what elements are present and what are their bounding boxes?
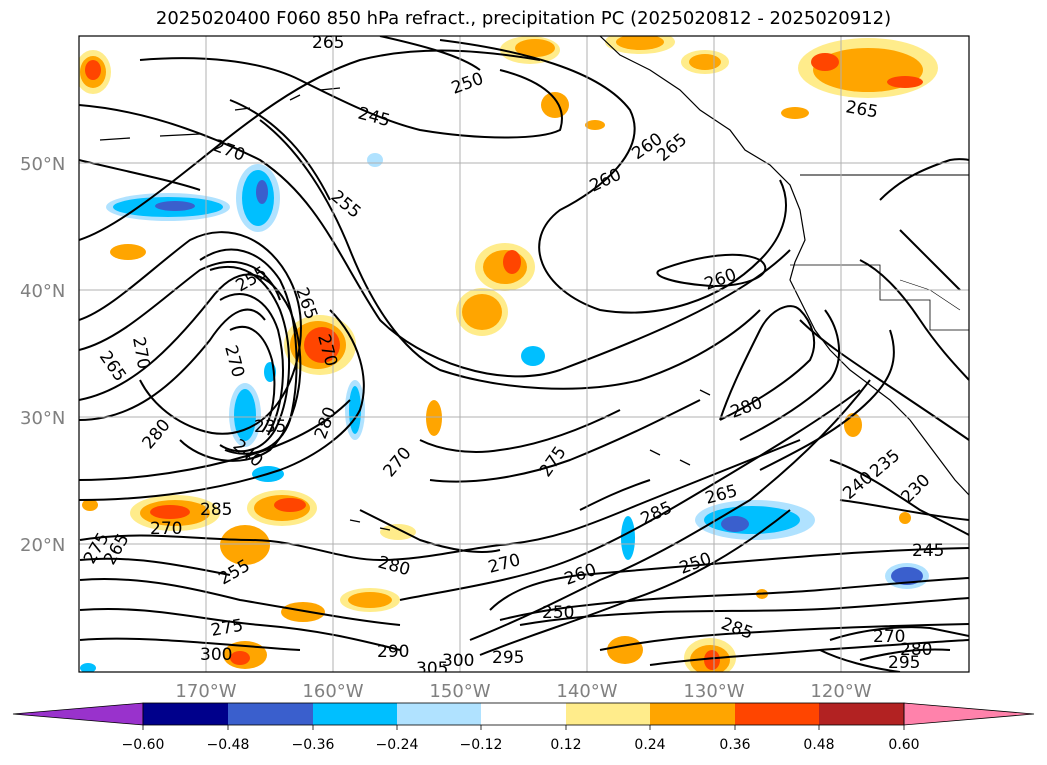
colorbar-label: −0.36 [292,737,335,753]
colorbar-label: −0.12 [460,737,503,753]
colorbar-swatch [313,703,397,725]
contour-label: 270 [150,519,182,539]
colorbar-label: 0.60 [888,737,919,753]
contour-label: 295 [492,648,524,668]
longitude-labels: 170°W 160°W 150°W 140°W 130°W 120°W [175,681,871,702]
lon-label-160w: 160°W [302,681,363,702]
colorbar-label: −0.24 [376,737,419,753]
lon-label-140w: 140°W [556,681,617,702]
contour-label: 285 [200,500,232,520]
colorbar-label: 0.48 [803,737,834,753]
colorbar-label: −0.48 [207,737,250,753]
colorbar-swatch [819,703,904,725]
contour-label: 280 [900,640,932,660]
contour-label: 300 [442,651,474,671]
map-frame [78,35,970,673]
colorbar-swatch [481,703,566,725]
contour-label: 250 [542,603,574,623]
colorbar-swatch [735,703,819,725]
colorbar-extend-high [903,702,1035,726]
lat-label-40n: 40°N [20,281,65,302]
map-title: 2025020400 F060 850 hPa refract., precip… [155,8,892,29]
lon-label-150w: 150°W [429,681,490,702]
colorbar-label: −0.60 [122,737,165,753]
latitude-labels: 50°N 40°N 30°N 20°N [20,154,65,556]
refractivity-contours [79,36,969,672]
coastlines [99,36,969,531]
lat-label-20n: 20°N [20,535,65,556]
contour-label: 265 [312,33,344,53]
contour-label: 245 [912,541,944,561]
colorbar-swatch [143,703,228,725]
lat-label-50n: 50°N [20,154,65,175]
colorbar: −0.60 −0.48 −0.36 −0.24 −0.12 0.12 0.24 … [12,702,1035,753]
lon-label-120w: 120°W [810,681,871,702]
colorbar-swatch [228,703,313,725]
map-area: 265 250 245 270 255 260 265 260 265 255 … [79,33,969,679]
lon-label-130w: 130°W [683,681,744,702]
colorbar-swatch [397,703,481,725]
contour-label: 305 [416,659,448,679]
contour-label: 235 [254,417,286,437]
lon-label-170w: 170°W [175,681,236,702]
colorbar-extend-low [12,702,144,726]
colorbar-swatch [650,703,735,725]
lat-label-30n: 30°N [20,408,65,429]
colorbar-label: 0.12 [550,737,581,753]
positive-anomaly-shading [79,36,938,672]
colorbar-label: 0.24 [634,737,665,753]
contour-label: 290 [377,642,409,662]
graticule [79,36,969,672]
colorbar-swatch [566,703,650,725]
contour-label: 270 [873,627,905,647]
contour-label: 300 [200,645,232,665]
contour-label: 295 [888,653,920,673]
colorbar-label: 0.36 [719,737,750,753]
